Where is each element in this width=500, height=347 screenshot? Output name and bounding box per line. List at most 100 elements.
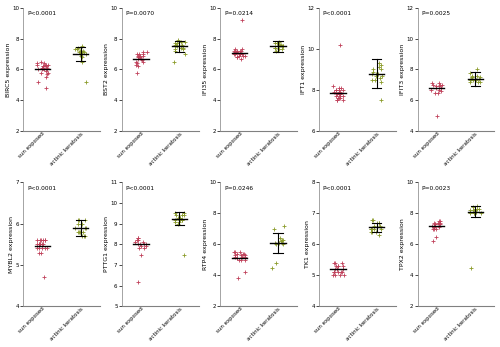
Point [37, 250, 45, 255]
Point [332, 87, 340, 93]
Point [34, 242, 42, 247]
Point [78, 54, 86, 60]
Point [176, 215, 184, 220]
Point [79, 48, 87, 54]
Point [137, 244, 145, 249]
Point [466, 209, 474, 215]
Text: P<0.0001: P<0.0001 [323, 11, 352, 16]
Point [468, 74, 476, 80]
Point [234, 53, 242, 58]
Point [132, 62, 140, 68]
Point [134, 54, 141, 60]
Point [336, 90, 344, 95]
Point [472, 209, 480, 215]
Point [330, 260, 338, 266]
Point [474, 79, 482, 85]
Point [241, 252, 249, 258]
Point [33, 246, 41, 251]
Point [473, 206, 481, 212]
Y-axis label: TPX2 expression: TPX2 expression [400, 219, 405, 270]
Point [275, 46, 283, 52]
Point [171, 48, 179, 54]
Point [78, 233, 86, 239]
Point [236, 48, 244, 54]
Point [377, 67, 385, 72]
Point [140, 246, 147, 251]
Point [81, 217, 89, 222]
Point [142, 242, 150, 247]
Point [332, 87, 340, 93]
Point [34, 79, 42, 85]
Point [34, 67, 42, 72]
Point [174, 215, 182, 220]
Point [40, 237, 48, 243]
Point [134, 56, 141, 61]
Point [33, 242, 41, 247]
Point [432, 85, 440, 91]
Point [134, 235, 141, 241]
Point [230, 50, 238, 55]
Point [274, 40, 281, 46]
Point [74, 45, 82, 51]
Point [72, 46, 80, 52]
Point [333, 266, 341, 272]
Point [374, 71, 382, 76]
Point [435, 221, 443, 227]
Point [370, 223, 378, 229]
Point [375, 232, 383, 238]
Point [476, 211, 484, 216]
Point [176, 45, 184, 51]
Point [279, 237, 287, 243]
Point [36, 242, 44, 247]
Point [335, 87, 343, 93]
Point [271, 240, 279, 246]
Point [472, 208, 480, 213]
Point [231, 50, 239, 55]
Point [368, 226, 376, 232]
Point [334, 263, 342, 269]
Text: P<0.0001: P<0.0001 [27, 186, 56, 191]
Point [36, 242, 44, 247]
Point [330, 272, 338, 278]
Point [134, 237, 141, 243]
Point [334, 263, 342, 269]
Point [472, 77, 480, 83]
Point [328, 83, 336, 89]
Point [139, 239, 147, 245]
Point [330, 269, 338, 275]
Point [432, 221, 440, 227]
Point [378, 73, 386, 78]
Point [430, 223, 438, 229]
Point [374, 220, 382, 226]
Point [132, 239, 140, 245]
Y-axis label: IFT1 expression: IFT1 expression [302, 45, 306, 94]
Text: P<0.0001: P<0.0001 [323, 186, 352, 191]
Point [436, 82, 444, 88]
Point [230, 249, 238, 255]
Point [231, 254, 239, 260]
Point [236, 252, 244, 258]
Point [436, 84, 444, 89]
Point [376, 75, 384, 81]
Point [372, 71, 380, 76]
Point [233, 54, 241, 60]
Text: P<0.0001: P<0.0001 [27, 11, 56, 16]
Point [42, 74, 50, 80]
Point [368, 217, 376, 222]
Point [76, 48, 84, 54]
Point [474, 203, 482, 209]
Point [432, 84, 440, 89]
Point [232, 46, 239, 52]
Point [472, 67, 480, 72]
Point [74, 221, 82, 227]
Point [334, 98, 342, 103]
Point [332, 94, 340, 99]
Point [331, 260, 339, 266]
Point [38, 65, 46, 71]
Point [239, 251, 247, 256]
Point [276, 42, 284, 48]
Point [368, 71, 376, 76]
Point [38, 64, 46, 69]
Point [436, 220, 444, 226]
Point [432, 234, 440, 239]
